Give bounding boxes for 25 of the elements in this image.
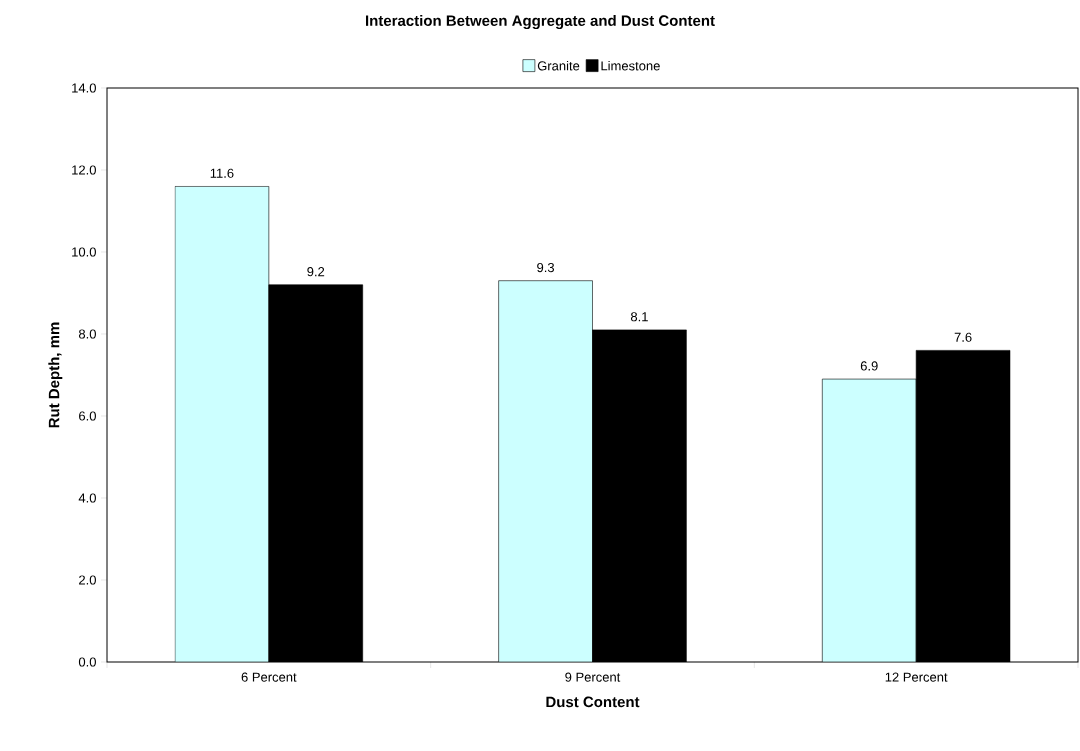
data-label: 9.3 (537, 262, 555, 273)
data-label: 8.1 (630, 312, 648, 322)
legend-label: Granite (537, 60, 580, 71)
x-axis-title: Dust Content (546, 696, 640, 708)
x-tick-label: 6 Percent (241, 672, 297, 682)
data-label: 11.6 (210, 168, 234, 178)
data-label: 7.6 (954, 332, 972, 342)
y-tick-label: 10.0 (72, 247, 96, 257)
data-label: 9.2 (307, 267, 325, 277)
y-tick-label: 8.0 (78, 329, 96, 339)
y-tick-label: 2.0 (79, 575, 96, 585)
x-tick-label: 12 Percent (885, 672, 948, 682)
legend-label: Limestone (601, 60, 660, 71)
y-tick-label: 6.0 (79, 411, 96, 421)
y-tick-label: 14.0 (72, 83, 96, 93)
y-axis-title: Rut Depth, mm (48, 322, 63, 428)
bar (174, 186, 270, 662)
bar (498, 280, 593, 662)
y-tick-label: 12.0 (72, 165, 96, 175)
y-tick-label: 0.0 (78, 657, 96, 667)
chart-title: Interaction Between Aggregate and Dust Content (365, 14, 715, 30)
y-tick-label: 4.0 (78, 493, 96, 503)
data-label: 6.9 (860, 361, 878, 371)
bar (822, 378, 917, 662)
x-tick-label: 9 Percent (565, 672, 621, 682)
